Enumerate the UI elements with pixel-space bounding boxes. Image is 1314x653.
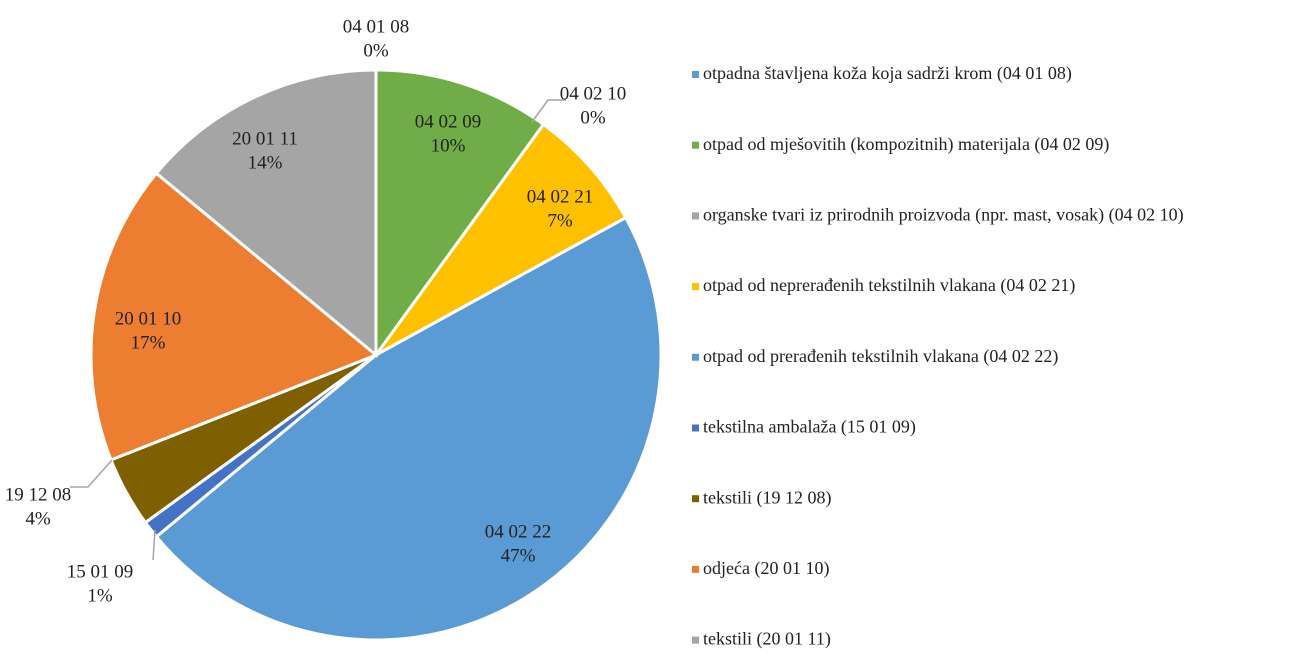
data-label-code: 15 01 09 bbox=[67, 561, 134, 582]
data-label: 1% bbox=[87, 585, 113, 606]
data-label-code: 19 12 08 bbox=[5, 484, 72, 505]
data-label-code: 04 02 09 bbox=[415, 111, 482, 132]
legend-swatch bbox=[692, 636, 699, 644]
pie-slice bbox=[154, 68, 378, 359]
data-label: 47% bbox=[501, 545, 536, 566]
legend-label: tekstili (19 12 08) bbox=[703, 487, 832, 508]
pie-slice bbox=[374, 122, 628, 357]
legend-label: odjeća (20 01 10) bbox=[703, 558, 829, 579]
data-label: 7% bbox=[547, 210, 573, 231]
legend-label: otpad od neprerađenih tekstilnih vlakana… bbox=[703, 275, 1075, 296]
legend-label: otpad od mješovitih (kompozitnih) materi… bbox=[703, 134, 1109, 155]
legend-swatch bbox=[692, 565, 699, 573]
legend-swatch bbox=[692, 71, 699, 78]
pie-slice bbox=[374, 68, 546, 360]
leader-line bbox=[531, 99, 566, 123]
legend-label: organske tvari iz prirodnih proizvoda (n… bbox=[703, 205, 1184, 226]
pie-slice bbox=[154, 215, 663, 642]
legend-label: tekstilna ambalaža (15 01 09) bbox=[703, 417, 916, 438]
legend-swatch bbox=[692, 495, 699, 503]
legend-swatch bbox=[692, 283, 699, 291]
data-label: 4% bbox=[25, 508, 51, 529]
pie-slice bbox=[89, 171, 379, 462]
data-label: 0% bbox=[363, 40, 389, 61]
legend-swatch bbox=[692, 141, 699, 149]
data-label-code: 20 01 10 bbox=[115, 308, 182, 329]
legend-label: otpadna štavljena koža koja sadrži krom … bbox=[703, 63, 1072, 84]
data-label: 17% bbox=[131, 332, 166, 353]
data-label-code: 04 02 21 bbox=[527, 186, 594, 207]
data-label-code: 20 01 11 bbox=[232, 128, 298, 149]
leader-line bbox=[70, 459, 113, 488]
data-label: 14% bbox=[248, 152, 283, 173]
data-label: 0% bbox=[580, 107, 606, 128]
legend-swatch bbox=[692, 353, 699, 361]
legend-swatch bbox=[692, 424, 699, 432]
legend-label: otpad od prerađenih tekstilnih vlakana (… bbox=[703, 346, 1058, 367]
legend-swatch bbox=[692, 212, 699, 220]
leader-line bbox=[152, 529, 156, 561]
data-label-code: 04 02 10 bbox=[560, 83, 627, 104]
legend-label: tekstili (20 01 11) bbox=[703, 629, 831, 650]
data-label-code: 04 02 22 bbox=[485, 521, 552, 542]
data-label-code: 04 01 08 bbox=[343, 16, 410, 37]
data-label: 10% bbox=[431, 135, 466, 156]
